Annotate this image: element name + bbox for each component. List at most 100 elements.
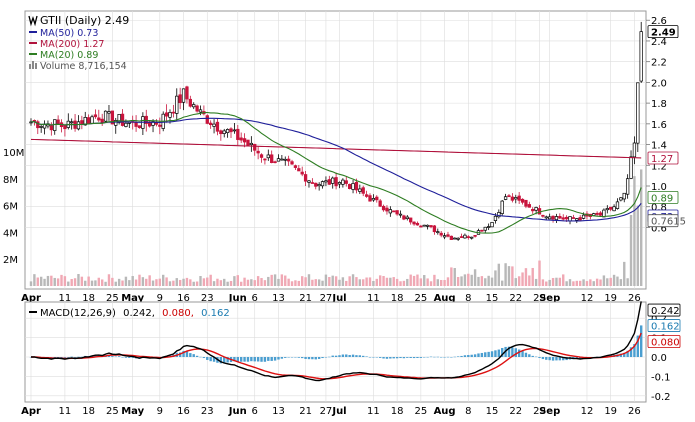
candle-body [256, 150, 260, 154]
macd-hist-bar [226, 357, 229, 363]
macd-hist-bar [606, 355, 609, 357]
candle [398, 210, 403, 218]
macd-label-text: 0.242 [651, 306, 680, 317]
date-tick-label: 19 [604, 293, 617, 304]
candle [548, 213, 552, 220]
volume-bar [575, 280, 578, 286]
volume-bar [328, 277, 331, 286]
macd-hist-bar [551, 357, 555, 361]
date-tick-label: 18 [391, 293, 404, 304]
macd-hist-bar [338, 355, 341, 357]
candle-body [622, 192, 626, 200]
volume-bar [280, 274, 284, 286]
candle-body [348, 184, 352, 190]
volume-bar [46, 275, 50, 286]
macd-hist-bar [517, 349, 521, 357]
date-tick-label: 9 [157, 293, 163, 304]
macd-hist-bar [473, 354, 477, 357]
volume-bar [56, 278, 60, 286]
volume-bar [524, 268, 528, 286]
volume-bar [470, 274, 473, 286]
candle-body [636, 82, 640, 144]
candle-body [422, 224, 426, 227]
volume-bar [426, 278, 429, 286]
macd-hist-bar [189, 353, 192, 357]
volume-bar [33, 274, 36, 286]
candle-body [598, 212, 603, 216]
volume-bar [107, 274, 111, 286]
candle [375, 195, 379, 203]
macd-histogram [29, 325, 643, 364]
candle [527, 201, 531, 208]
candle [215, 119, 220, 136]
candle-body [263, 158, 267, 161]
macd-hist-bar [67, 357, 70, 358]
candle-body [327, 179, 331, 185]
candle-body [158, 124, 162, 127]
macd-hist-bar [378, 357, 382, 358]
candle [500, 200, 504, 216]
volume-bar [84, 280, 87, 286]
candle [554, 213, 559, 224]
macd-hist-bar [351, 354, 355, 357]
volume-bar [175, 278, 178, 286]
candle-body [487, 226, 491, 228]
volume-bar [480, 276, 484, 286]
candle [605, 205, 609, 214]
candle-body [70, 121, 74, 124]
macd-hist-bar [423, 357, 426, 358]
volume-bar [178, 279, 182, 286]
candle [561, 214, 565, 221]
candle-body [232, 129, 237, 132]
volume-bar [226, 281, 229, 286]
candle-body [246, 139, 250, 146]
candle-body [358, 188, 362, 192]
macd-hist-bar [562, 357, 565, 361]
candle-body [520, 198, 525, 203]
candle [636, 82, 640, 152]
candle [290, 159, 294, 165]
candle [337, 181, 342, 189]
candle-body [192, 104, 196, 108]
candle [558, 213, 562, 220]
candle [229, 127, 233, 138]
candle-body [300, 171, 304, 175]
macd-hist-bar [128, 357, 131, 358]
date-tick-label: 8 [465, 293, 471, 304]
volume-bar [460, 276, 463, 286]
candle-body [595, 212, 599, 215]
price-grid [25, 11, 646, 289]
candle [612, 204, 616, 212]
candle [249, 136, 254, 152]
candle-body [63, 125, 67, 130]
candle [470, 236, 474, 240]
macd-hist-bar [124, 357, 128, 358]
volume-bar [341, 277, 345, 286]
candle [239, 132, 243, 144]
candle [117, 114, 121, 125]
macd-hist-bar [372, 357, 375, 358]
macd-date-tick-label: 16 [177, 406, 190, 417]
date-tick-label: 29 [533, 293, 546, 304]
candle [517, 192, 521, 204]
candle-body [290, 161, 294, 165]
volume-bar [585, 281, 589, 286]
macd-date-tick-label: Aug [434, 406, 456, 417]
volume-bar [555, 277, 558, 286]
candle [392, 210, 396, 213]
volume-bar [456, 277, 460, 286]
candle [388, 206, 392, 217]
date-tick-label: 23 [201, 293, 214, 304]
volume-bar [633, 176, 636, 286]
macd-hist-bar [467, 355, 470, 357]
candle-body [571, 217, 576, 219]
date-tick-label: 6 [252, 293, 258, 304]
macd-hist-bar [267, 357, 270, 361]
volume-bar [297, 280, 301, 286]
candle-body [497, 212, 501, 218]
candle-body [310, 182, 315, 184]
candle-body [473, 235, 477, 237]
candle [222, 128, 226, 138]
volume-bar [301, 276, 304, 286]
macd-hist-bar [239, 357, 243, 362]
